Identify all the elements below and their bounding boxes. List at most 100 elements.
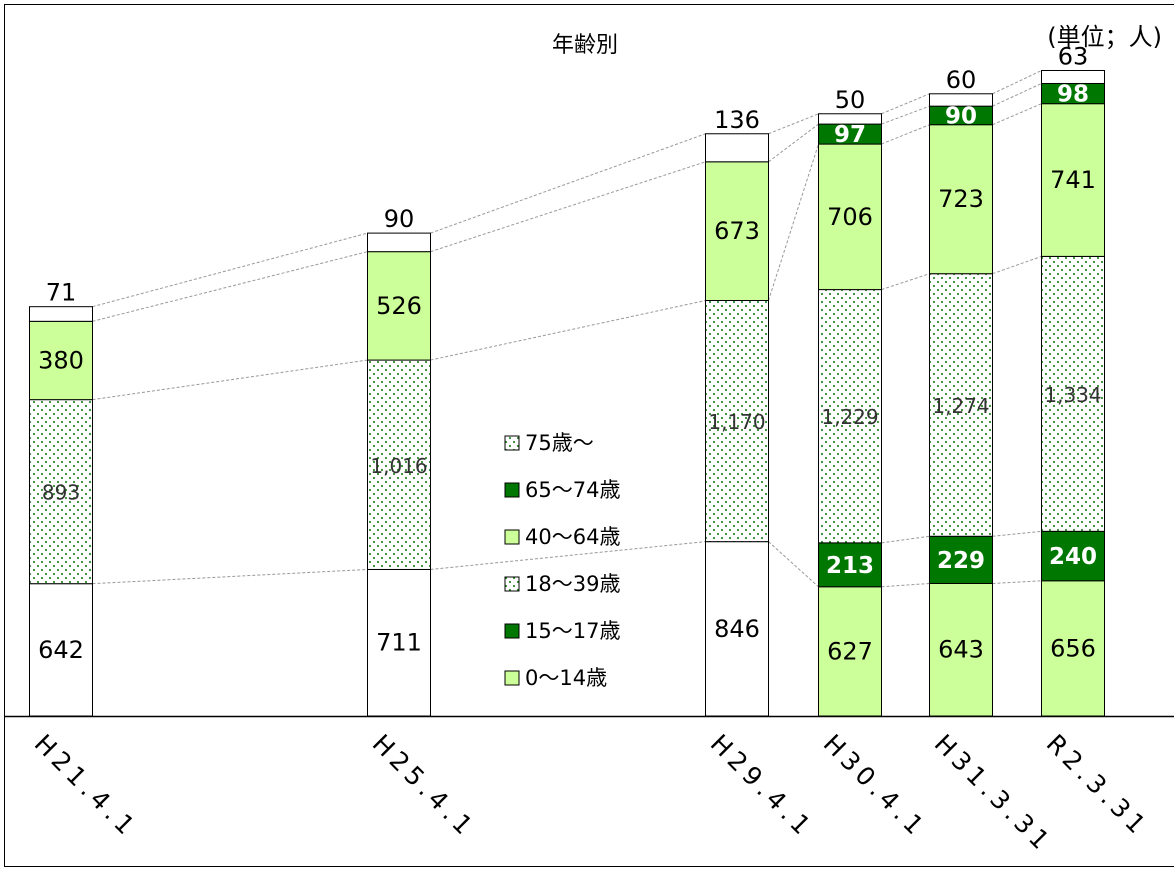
value-label: 893	[42, 481, 80, 505]
bar-segment	[818, 542, 882, 588]
connector-line	[881, 93, 930, 115]
x-tick-label: H31.3.31	[929, 729, 1059, 859]
legend-swatch	[504, 529, 520, 545]
connector-line	[430, 133, 706, 234]
bar-segment	[929, 273, 993, 537]
connector-line	[881, 273, 930, 291]
bar-segment	[818, 586, 882, 717]
value-label: 50	[835, 86, 866, 114]
value-label: 846	[714, 615, 760, 643]
value-label: 642	[38, 636, 84, 664]
bar-segment	[29, 583, 93, 717]
legend-label: 18～39歳	[525, 572, 620, 596]
value-label: 213	[826, 553, 874, 579]
bar-segment	[367, 251, 431, 361]
x-tick-label: H25.4.1	[367, 729, 482, 844]
connector-line	[92, 359, 368, 401]
connector-line	[768, 143, 819, 301]
connector-line	[430, 541, 706, 570]
legend-swatch	[504, 623, 520, 639]
connector-line	[430, 161, 706, 253]
value-label: 706	[827, 203, 873, 231]
bars-group	[29, 69, 1105, 717]
value-label: 1,016	[370, 454, 427, 478]
connector-line	[768, 541, 819, 588]
bar-segment	[29, 306, 93, 322]
connector-line	[992, 83, 1042, 107]
connector-line	[881, 105, 930, 125]
legend-swatch	[504, 670, 520, 686]
bar-segment	[929, 124, 993, 275]
bar-segment	[705, 541, 769, 717]
connector-line	[992, 255, 1042, 275]
connector-line	[881, 582, 930, 588]
x-tick-label: H21.4.1	[29, 729, 144, 844]
bar-segment	[29, 399, 93, 585]
value-label: 380	[38, 346, 84, 374]
value-label: 60	[946, 66, 977, 94]
connector-line	[881, 124, 930, 145]
x-tick-label: R2.3.31	[1041, 729, 1155, 843]
bar-segment	[929, 93, 993, 107]
value-label: 90	[945, 103, 977, 129]
connector-line	[881, 535, 930, 544]
bar-segment	[1041, 103, 1105, 257]
value-label: 240	[1049, 544, 1097, 570]
value-label: 1,274	[932, 394, 989, 418]
value-label: 136	[714, 106, 760, 134]
bar-segment	[818, 143, 882, 291]
bar-segment	[929, 582, 993, 717]
value-label: 673	[714, 217, 760, 245]
bar-segment	[1041, 255, 1105, 532]
legend-label: 15～17歳	[525, 619, 620, 643]
bar-segment	[29, 320, 93, 401]
connector-line	[768, 113, 819, 135]
legend-swatch	[504, 576, 520, 592]
value-label: 97	[834, 122, 866, 148]
value-label: 90	[384, 205, 415, 233]
value-label: 627	[827, 637, 873, 665]
x-tick-label: H30.4.1	[818, 729, 933, 844]
value-label: 643	[938, 636, 984, 664]
value-label: 741	[1050, 166, 1096, 194]
connector-line	[430, 300, 706, 361]
value-label: 1,334	[1044, 383, 1101, 407]
value-label: 656	[1050, 634, 1096, 662]
connector-line	[92, 568, 368, 585]
legend-swatch	[504, 482, 520, 498]
value-label: 98	[1057, 82, 1089, 108]
connector-line	[92, 232, 368, 308]
value-label: 711	[376, 629, 422, 657]
connector-line	[92, 251, 368, 322]
value-label: 229	[937, 548, 985, 574]
chart-title: 年齢別	[552, 33, 618, 58]
connector-line	[768, 123, 819, 163]
x-axis-labels: H21.4.1 H25.4.1 H29.4.1H30.4.1H31.3.31R2.3…	[29, 729, 1155, 859]
legend-label: 75歳～	[525, 431, 594, 455]
legend: 75歳～ 65～74歳 40～64歳 18～39歳 15～17歳 0～14歳	[504, 431, 620, 690]
value-label: 1,229	[821, 405, 878, 429]
x-tick-label: H29.4.1	[705, 729, 820, 844]
bar-segment	[818, 289, 882, 544]
bar-segment	[367, 232, 431, 253]
connector-line	[992, 103, 1042, 126]
value-label: 63	[1058, 42, 1089, 70]
legend-label: 40～64歳	[525, 525, 620, 549]
bar-segment	[705, 133, 769, 163]
bar-segment	[1041, 69, 1105, 84]
value-label: 71	[46, 279, 77, 307]
connector-line	[992, 530, 1042, 537]
connector-lines	[92, 70, 1042, 588]
legend-label: 0～14歳	[525, 666, 607, 690]
value-label: 1,170	[708, 410, 765, 434]
unit-label: (単位；人)	[1047, 23, 1162, 51]
legend-swatch	[504, 435, 520, 451]
chart-frame	[4, 4, 1174, 867]
legend-label: 65～74歳	[525, 478, 620, 502]
bar-segment	[818, 113, 882, 125]
value-label: 723	[938, 185, 984, 213]
value-labels: 642 893 380 71 711 1,016 526 90 846 1,170 673 136 62…	[38, 42, 1102, 665]
connector-line	[992, 580, 1042, 584]
